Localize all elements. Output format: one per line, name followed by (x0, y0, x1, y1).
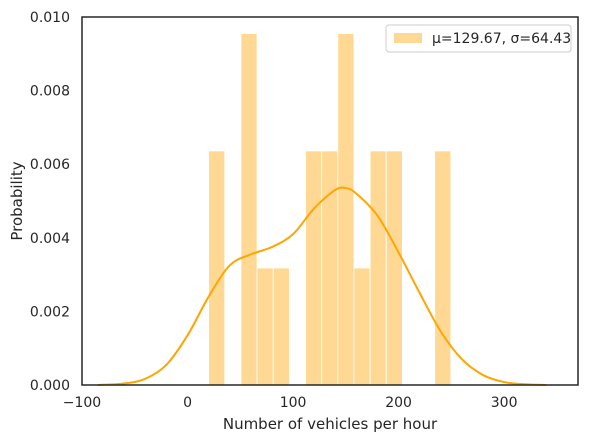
x-tick-label: 0 (183, 395, 192, 411)
y-axis-label: Probability (8, 161, 26, 240)
y-tick-label: 0.000 (30, 378, 70, 394)
y-tick-label: 0.006 (30, 157, 70, 173)
histogram-bar (272, 267, 290, 386)
legend-entry-label: μ=129.67, σ=64.43 (432, 31, 571, 47)
y-tick-label: 0.008 (30, 84, 70, 100)
y-tick-label: 0.004 (30, 231, 70, 247)
x-axis-label: Number of vehicles per hour (223, 415, 438, 433)
plot-frame (81, 16, 579, 386)
legend: μ=129.67, σ=64.43 (385, 24, 572, 53)
x-tick-label: −100 (63, 395, 101, 411)
x-axis-ticks: −100 0 100 200 300 (63, 395, 518, 411)
y-tick-label: 0.010 (30, 10, 70, 26)
histogram-bar (369, 150, 387, 386)
x-tick-label: 200 (385, 395, 412, 411)
x-tick-label: 100 (280, 395, 307, 411)
histogram-bar (208, 150, 226, 386)
histogram-bar (240, 33, 258, 386)
y-axis-ticks: 0.000 0.002 0.004 0.006 0.008 0.010 (30, 10, 70, 394)
histogram-bar (434, 150, 452, 386)
x-tick-label: 300 (491, 395, 518, 411)
legend-box (385, 24, 572, 53)
kde-curve (97, 186, 547, 386)
histogram-bar (256, 267, 274, 386)
histogram-bar (353, 267, 371, 386)
y-tick-label: 0.002 (30, 304, 70, 320)
histogram-bar (305, 150, 323, 386)
histogram-bar (321, 150, 339, 386)
legend-swatch (394, 33, 422, 43)
histogram-bars (208, 33, 452, 386)
histogram-bar (337, 33, 355, 386)
histogram-bar (385, 150, 403, 386)
